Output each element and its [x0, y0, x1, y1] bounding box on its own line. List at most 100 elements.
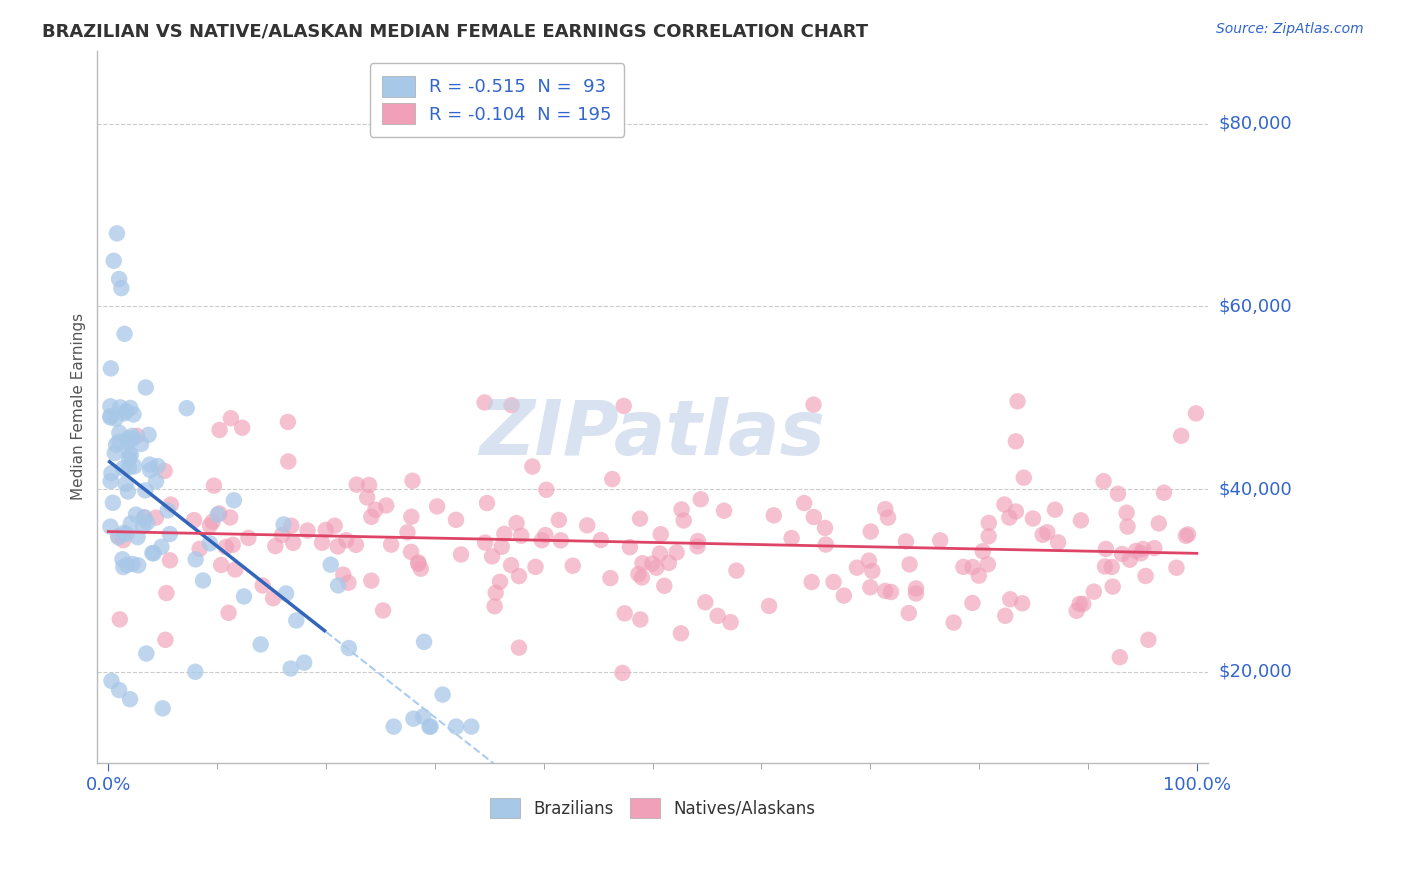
- Point: [346, 477, 368, 491]
- Point: [409, 562, 432, 576]
- Point: [599, 571, 621, 585]
- Point: [962, 560, 984, 574]
- Point: [159, 527, 181, 541]
- Point: [138, 458, 160, 472]
- Point: [108, 683, 131, 698]
- Point: [201, 515, 224, 529]
- Point: [231, 421, 253, 435]
- Point: [686, 540, 709, 554]
- Point: [292, 656, 315, 670]
- Point: [793, 496, 815, 510]
- Point: [1115, 506, 1137, 520]
- Point: [107, 434, 129, 449]
- Text: ZIPatlas: ZIPatlas: [479, 397, 825, 471]
- Point: [360, 574, 382, 588]
- Point: [484, 599, 506, 614]
- Point: [444, 513, 467, 527]
- Point: [114, 326, 136, 341]
- Text: $80,000: $80,000: [1219, 115, 1292, 133]
- Point: [534, 528, 557, 542]
- Point: [561, 558, 583, 573]
- Point: [686, 534, 709, 549]
- Point: [399, 545, 422, 559]
- Point: [112, 533, 135, 548]
- Point: [1111, 547, 1133, 561]
- Point: [117, 432, 139, 446]
- Point: [121, 557, 143, 571]
- Point: [505, 516, 527, 530]
- Point: [1177, 527, 1199, 541]
- Point: [894, 534, 917, 549]
- Point: [118, 692, 141, 706]
- Point: [122, 459, 145, 474]
- Point: [612, 665, 634, 680]
- Point: [548, 513, 571, 527]
- Point: [652, 579, 675, 593]
- Point: [641, 557, 664, 571]
- Point: [271, 528, 294, 542]
- Point: [208, 507, 231, 521]
- Point: [364, 502, 387, 516]
- Point: [860, 564, 883, 578]
- Point: [153, 464, 176, 478]
- Point: [858, 553, 880, 567]
- Point: [127, 558, 149, 573]
- Point: [115, 526, 138, 541]
- Point: [1047, 535, 1070, 549]
- Text: $60,000: $60,000: [1219, 297, 1292, 316]
- Point: [1066, 604, 1088, 618]
- Point: [1005, 504, 1028, 518]
- Point: [233, 590, 256, 604]
- Point: [280, 518, 302, 533]
- Point: [332, 567, 354, 582]
- Point: [138, 427, 160, 442]
- Point: [993, 498, 1015, 512]
- Point: [375, 499, 398, 513]
- Point: [665, 545, 688, 559]
- Point: [188, 541, 211, 556]
- Point: [222, 538, 245, 552]
- Point: [380, 538, 402, 552]
- Point: [1083, 584, 1105, 599]
- Point: [198, 536, 221, 550]
- Point: [222, 493, 245, 508]
- Point: [110, 401, 132, 415]
- Point: [100, 410, 122, 425]
- Point: [600, 472, 623, 486]
- Point: [121, 429, 143, 443]
- Point: [337, 575, 360, 590]
- Text: Source: ZipAtlas.com: Source: ZipAtlas.com: [1216, 22, 1364, 37]
- Point: [1069, 597, 1091, 611]
- Point: [619, 540, 641, 554]
- Point: [758, 599, 780, 613]
- Point: [337, 640, 360, 655]
- Point: [120, 448, 142, 462]
- Point: [628, 511, 651, 525]
- Point: [972, 544, 994, 558]
- Point: [357, 478, 380, 492]
- Point: [224, 562, 246, 576]
- Point: [904, 586, 927, 600]
- Point: [114, 477, 136, 491]
- Point: [283, 536, 305, 550]
- Point: [107, 531, 129, 545]
- Point: [402, 712, 425, 726]
- Point: [1137, 632, 1160, 647]
- Point: [905, 582, 928, 596]
- Point: [118, 460, 141, 475]
- Point: [127, 530, 149, 544]
- Point: [1107, 487, 1129, 501]
- Point: [335, 533, 357, 548]
- Point: [501, 398, 523, 412]
- Point: [524, 560, 547, 574]
- Point: [142, 546, 165, 560]
- Point: [1153, 485, 1175, 500]
- Point: [977, 558, 1000, 572]
- Point: [877, 510, 900, 524]
- Point: [491, 540, 513, 554]
- Point: [208, 423, 231, 437]
- Point: [112, 461, 135, 475]
- Point: [125, 429, 148, 443]
- Point: [202, 478, 225, 492]
- Point: [444, 720, 467, 734]
